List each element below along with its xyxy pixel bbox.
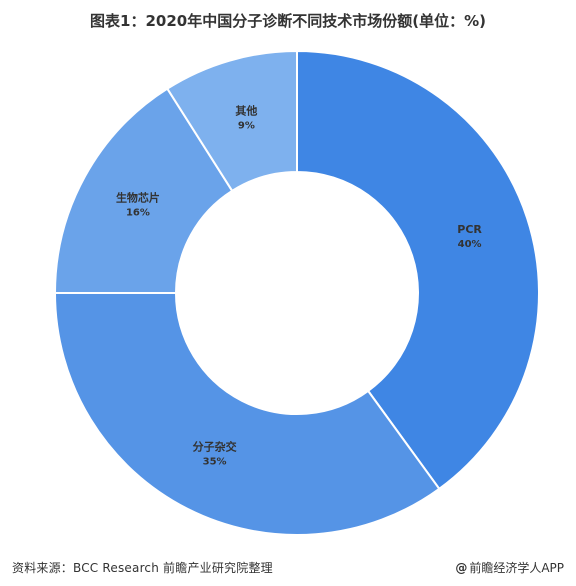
source-note: 资料来源：BCC Research 前瞻产业研究院整理: [12, 561, 273, 575]
donut-slice-0: [296, 49, 540, 491]
slice-value-1: 35%: [203, 457, 227, 468]
brand-name: 前瞻经济学人APP: [469, 561, 564, 575]
donut-slice-1: [53, 292, 441, 536]
slice-label-2: 生物芯片: [116, 191, 160, 205]
donut-chart: PCR 40% 分子杂交 35% 生物芯片 16% 其他 9%: [0, 40, 576, 550]
slice-value-3: 9%: [238, 121, 255, 132]
slice-label-3: 其他: [235, 104, 257, 118]
at-symbol: @: [455, 560, 468, 575]
slice-value-2: 16%: [126, 208, 150, 219]
brand-credit: @ 前瞻经济学人APP: [455, 559, 564, 576]
footer: 资料来源：BCC Research 前瞻产业研究院整理 @ 前瞻经济学人APP: [12, 559, 564, 576]
slice-label-1: 分子杂交: [193, 440, 237, 454]
chart-title: 图表1：2020年中国分子诊断不同技术市场份额(单位：%): [90, 12, 486, 30]
donut-chart-svg: PCR 40% 分子杂交 35% 生物芯片 16% 其他 9%: [53, 49, 540, 536]
slice-label-0: PCR: [457, 223, 482, 236]
donut-slice-2: [53, 87, 234, 294]
donut-slice-3: [165, 49, 298, 193]
slice-value-0: 40%: [458, 239, 482, 250]
